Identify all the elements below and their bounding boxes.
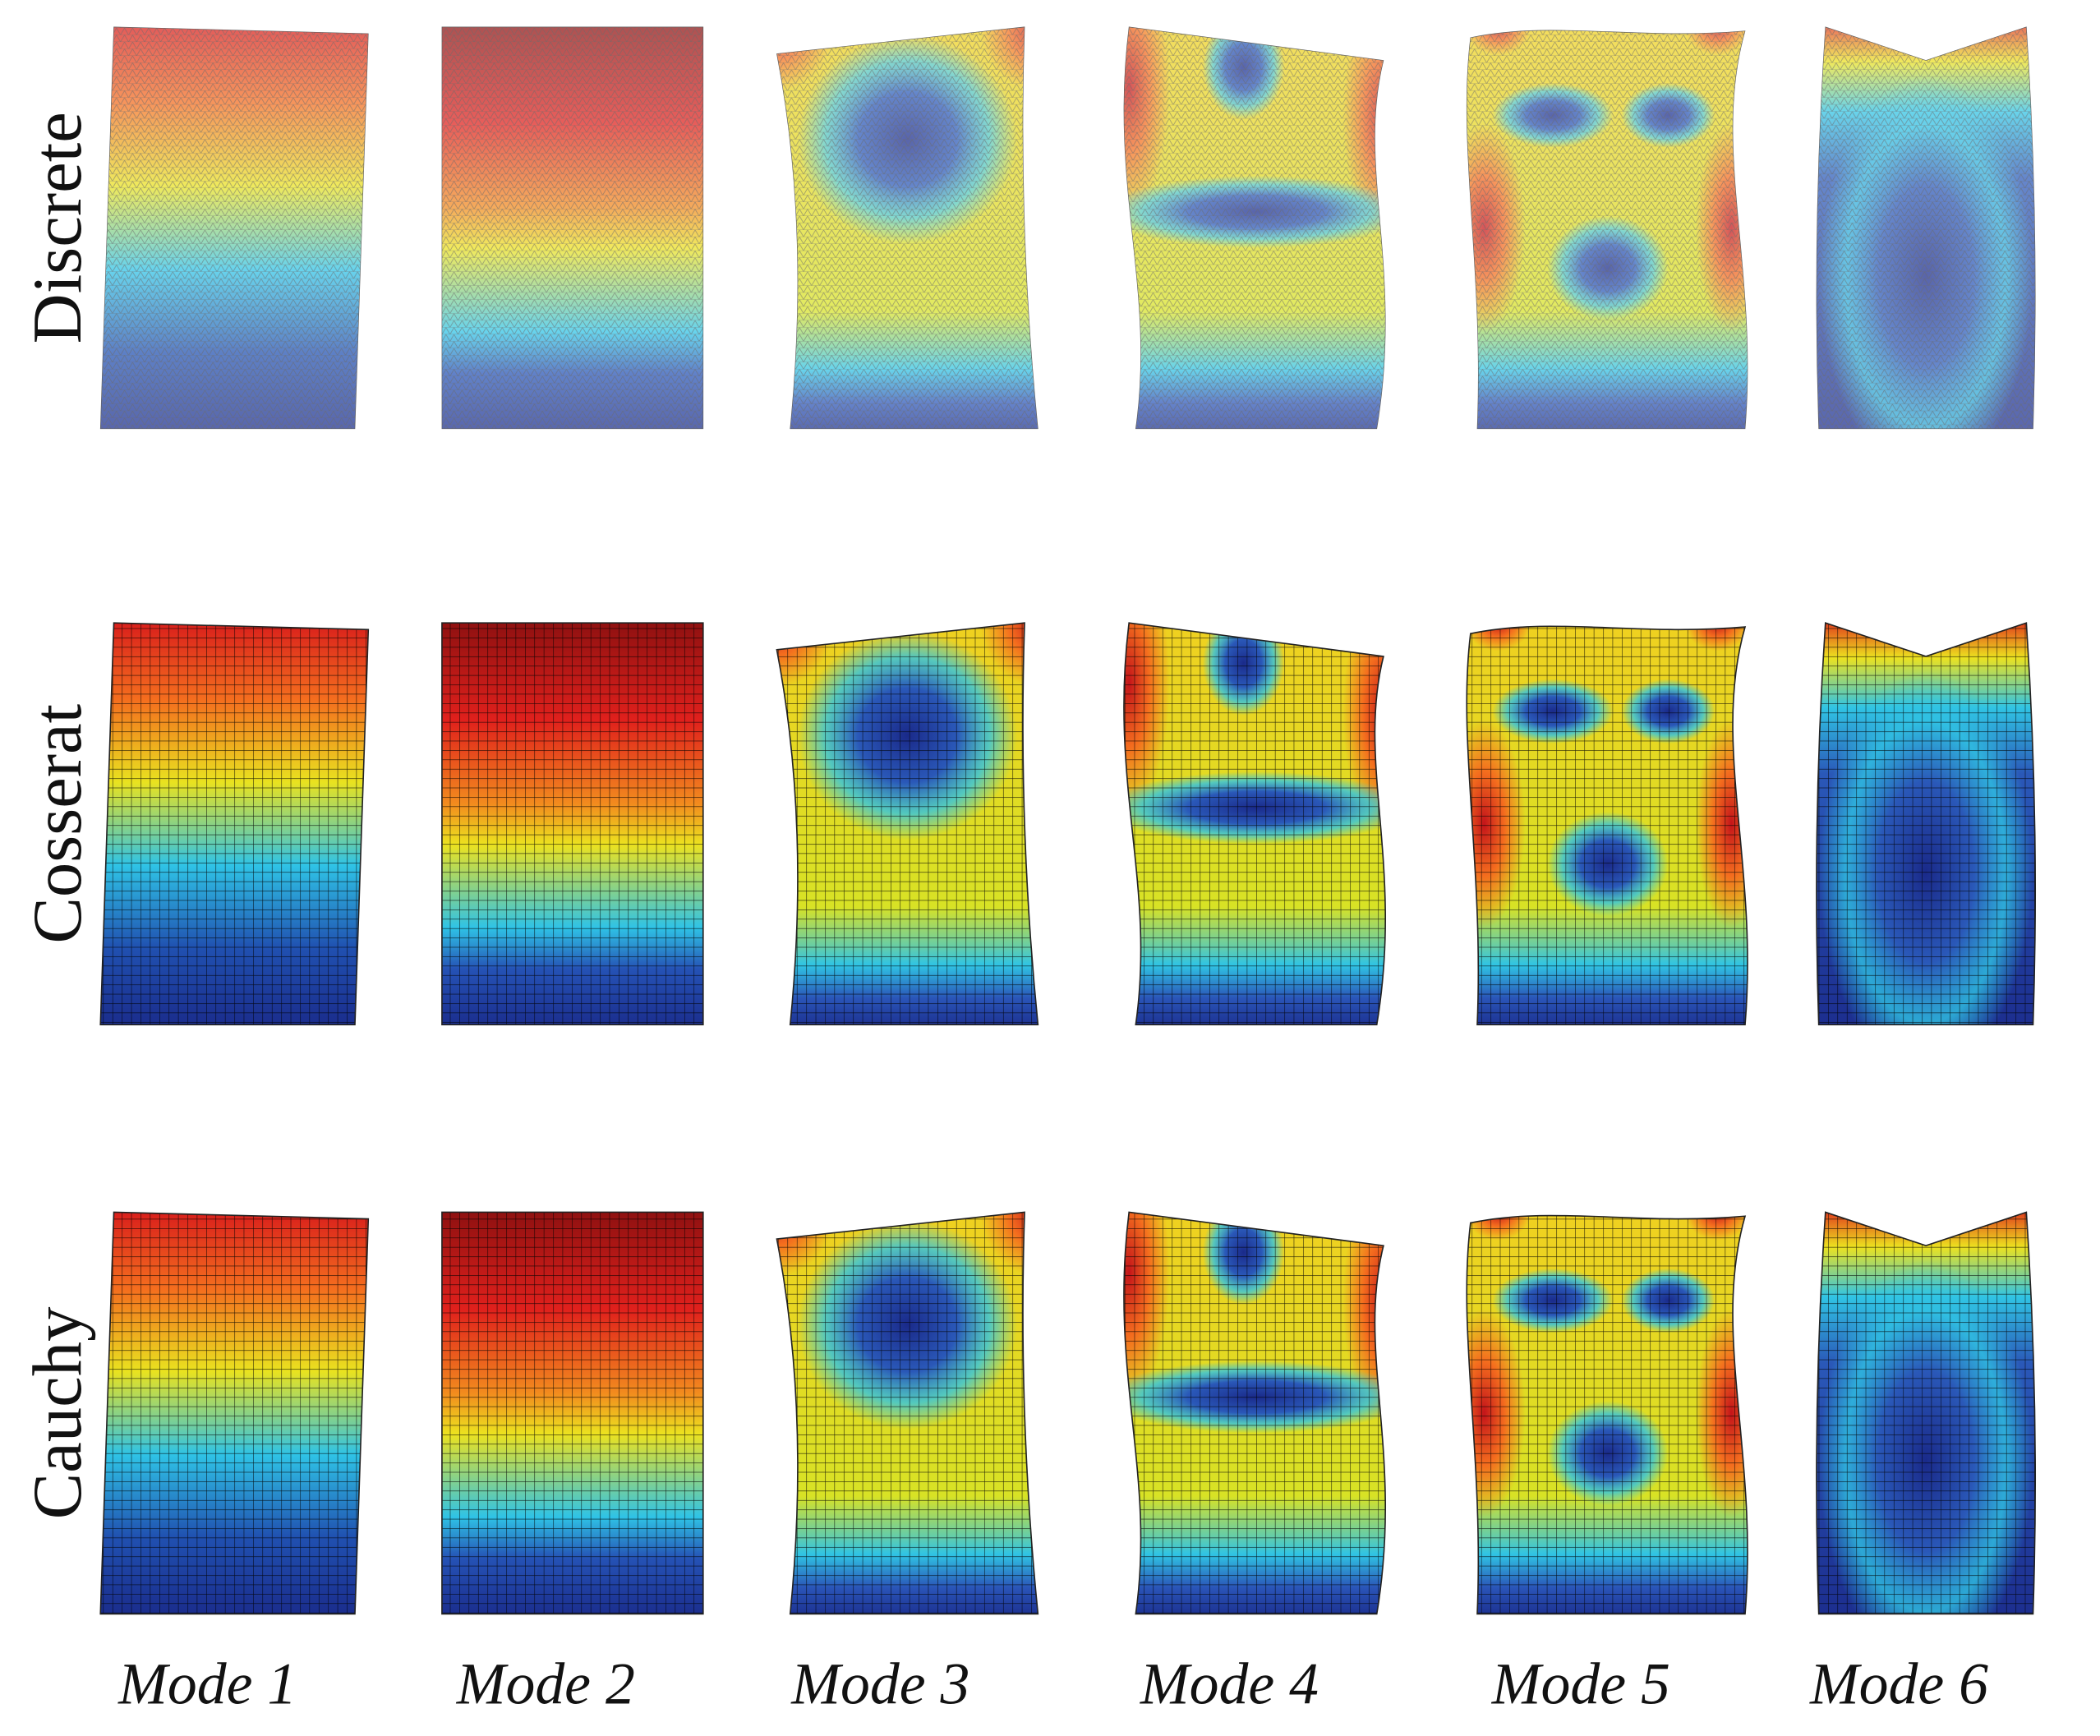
outline [776,622,1039,1026]
mesh [100,623,369,1025]
mode-shape [441,1211,704,1615]
field [441,623,703,1025]
outline [99,622,370,1026]
mesh [776,26,1038,429]
mesh [776,623,1038,1025]
column-label: Mode 3 [790,1651,969,1717]
field [1467,30,1748,429]
outline [1466,1214,1748,1615]
outline [1466,30,1748,430]
field [1123,26,1386,429]
outline [1123,1211,1387,1615]
mode-shape [1466,1214,1748,1615]
field [100,1212,369,1614]
mesh [1467,1215,1748,1614]
row-label: Discrete [19,112,96,343]
outline [776,1211,1039,1615]
outline [1123,622,1387,1026]
mode-shape [776,26,1038,430]
outline [99,1211,370,1615]
field [1816,1212,2036,1614]
mode-shape [99,1211,370,1615]
field [1123,623,1386,1025]
mesh [1816,623,2036,1025]
mode-shape [441,622,704,1026]
mesh [441,1212,703,1614]
field [776,1212,1038,1614]
mesh [1123,1212,1386,1614]
mesh [776,1212,1038,1614]
column-label: Mode 5 [1491,1651,1670,1717]
outline [1816,1211,2037,1615]
mode-shape [1816,1211,2037,1615]
mode-shape [1123,1211,1387,1615]
field [1816,26,2036,429]
mode-shape [776,1211,1039,1615]
mesh [1816,1212,2036,1614]
outline [1816,26,2036,430]
mode-shape [1466,625,1748,1026]
outline [441,26,704,430]
mode-shape [1123,26,1386,430]
mode-shape [1816,622,2037,1026]
field [1816,623,2036,1025]
mesh [1467,626,1748,1025]
mode-shape [441,26,704,430]
outline [99,26,369,430]
field [441,1212,703,1614]
field [100,623,369,1025]
mesh [1123,623,1386,1025]
field [441,26,703,429]
outline [441,622,704,1026]
mode-shape [1466,30,1748,430]
field [100,26,369,429]
outline [1123,26,1386,430]
mesh [1123,26,1386,429]
outline [1816,622,2037,1026]
column-label: Mode 2 [456,1651,635,1717]
mesh [1467,30,1748,429]
column-label: Mode 1 [117,1651,297,1717]
mesh [100,26,369,429]
outline [776,26,1038,430]
field [776,623,1038,1025]
outline [441,1211,704,1615]
mode-shape [1123,622,1387,1026]
field [1123,1212,1386,1614]
mode-shape [1816,26,2036,430]
outline [1466,625,1748,1026]
mode-shape [99,622,370,1026]
mesh [441,26,703,429]
mesh [441,623,703,1025]
column-label: Mode 4 [1140,1651,1319,1717]
row-label: Cosserat [19,703,96,943]
field [1467,1215,1748,1614]
row-label: Cauchy [19,1306,96,1520]
mesh [1816,26,2036,429]
column-label: Mode 6 [1809,1651,1988,1717]
field [776,26,1038,429]
mesh [100,1212,369,1614]
field [1467,626,1748,1025]
mode-shape [99,26,369,430]
mode-shape [776,622,1039,1026]
